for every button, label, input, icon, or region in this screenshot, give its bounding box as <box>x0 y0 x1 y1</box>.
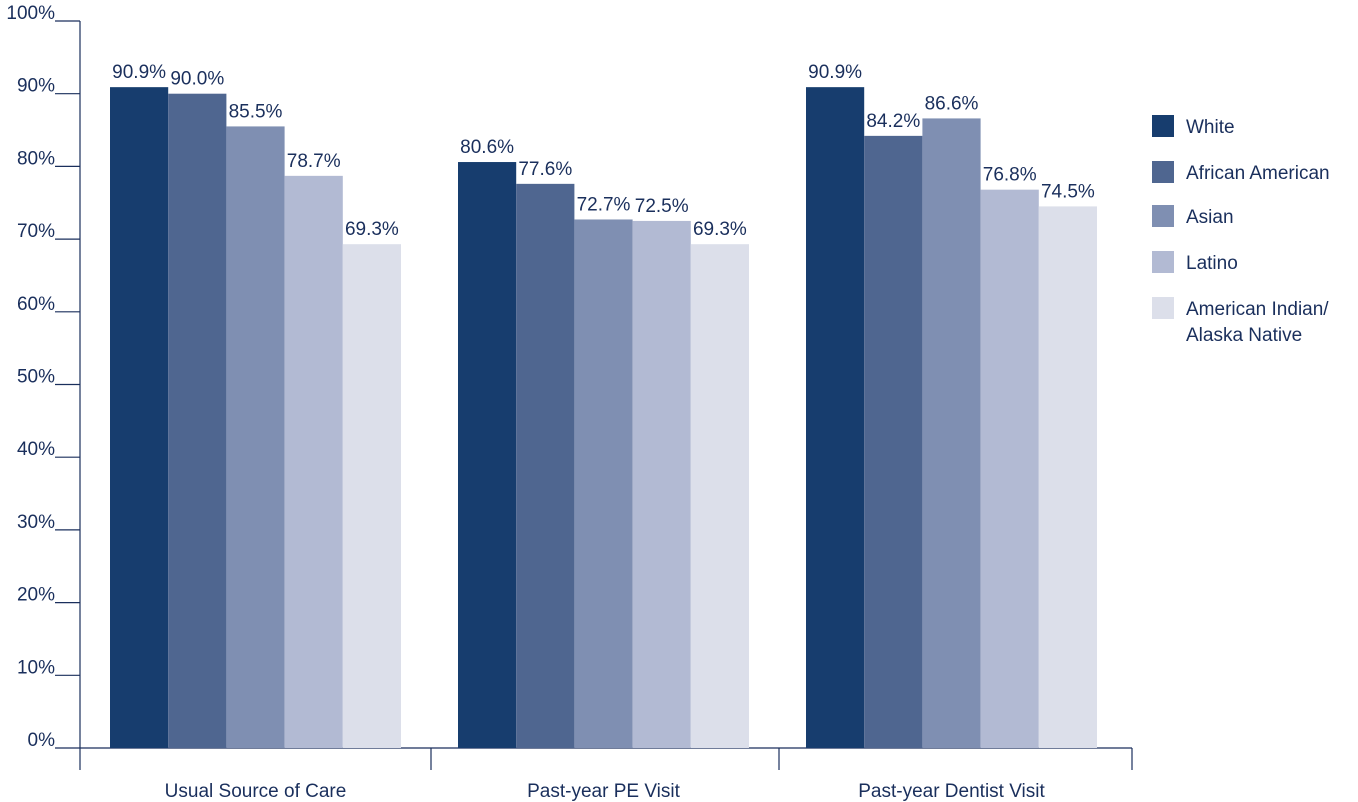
legend-swatch <box>1152 115 1174 137</box>
data-label: 69.3% <box>693 219 747 240</box>
y-axis-ticks: 0% 10% 20% 30% 40% 50% 60% 70% 80% 90% 100% <box>6 3 80 751</box>
data-label: 78.7% <box>287 151 341 172</box>
x-axis-labels: Usual Source of Care Past-year PE Visit Pa… <box>165 781 1046 802</box>
legend-label: Asian <box>1186 207 1234 228</box>
legend-swatch <box>1152 251 1174 273</box>
bar <box>922 118 981 749</box>
legend-item: Asian <box>1152 205 1234 228</box>
data-label: 74.5% <box>1041 181 1095 202</box>
legend-label: White <box>1186 117 1235 138</box>
y-tick-label: 80% <box>17 148 55 169</box>
y-tick-label: 60% <box>17 294 55 315</box>
data-label: 90.0% <box>170 69 224 90</box>
data-label: 69.3% <box>345 219 399 240</box>
data-label: 77.6% <box>518 159 572 180</box>
bar <box>1038 206 1097 748</box>
y-tick-label: 0% <box>28 730 56 751</box>
y-tick-label: 10% <box>17 657 55 678</box>
legend-label: Alaska Native <box>1186 325 1302 346</box>
data-label: 86.6% <box>925 93 979 114</box>
legend-label: Latino <box>1186 253 1238 274</box>
data-label: 80.6% <box>460 137 514 158</box>
bar <box>110 87 169 749</box>
category-label: Usual Source of Care <box>165 781 347 802</box>
legend-swatch <box>1152 297 1174 319</box>
legend: White African American Asian Latino American… <box>1152 115 1330 346</box>
category-label: Past-year Dentist Visit <box>858 781 1045 802</box>
y-tick-label: 70% <box>17 221 55 242</box>
legend-item: American Indian/Alaska Native <box>1152 297 1329 346</box>
y-tick-label: 50% <box>17 367 55 388</box>
bar <box>226 126 285 749</box>
data-label: 72.5% <box>635 196 689 217</box>
bar <box>864 135 923 749</box>
bar <box>458 162 517 749</box>
y-tick-label: 90% <box>17 76 55 97</box>
data-label: 76.8% <box>983 165 1037 186</box>
legend-item: Latino <box>1152 251 1238 274</box>
bar <box>342 244 401 748</box>
bar <box>980 189 1039 748</box>
data-label: 85.5% <box>229 101 283 122</box>
y-tick-label: 100% <box>6 3 55 24</box>
legend-item: White <box>1152 115 1235 138</box>
data-label: 72.7% <box>577 194 631 215</box>
bar <box>806 87 865 749</box>
data-label: 90.9% <box>112 62 166 83</box>
legend-swatch <box>1152 161 1174 183</box>
data-label: 90.9% <box>808 62 862 83</box>
bar <box>284 175 343 748</box>
bar <box>690 244 749 748</box>
bar <box>632 220 691 749</box>
data-label: 84.2% <box>866 111 920 132</box>
y-tick-label: 20% <box>17 585 55 606</box>
bar <box>168 93 227 748</box>
legend-swatch <box>1152 205 1174 227</box>
y-tick-label: 30% <box>17 512 55 533</box>
y-tick-label: 40% <box>17 439 55 460</box>
value-labels: 90.9% 90.0%85.5%78.7%69.3%80.6%77.6%72.7%… <box>112 62 1095 240</box>
bar <box>516 183 575 748</box>
category-label: Past-year PE Visit <box>527 781 680 802</box>
legend-item: African American <box>1152 161 1330 184</box>
legend-label: American Indian/ <box>1186 299 1329 320</box>
bar <box>574 219 633 748</box>
bars <box>110 87 1097 749</box>
legend-label: African American <box>1186 163 1330 184</box>
